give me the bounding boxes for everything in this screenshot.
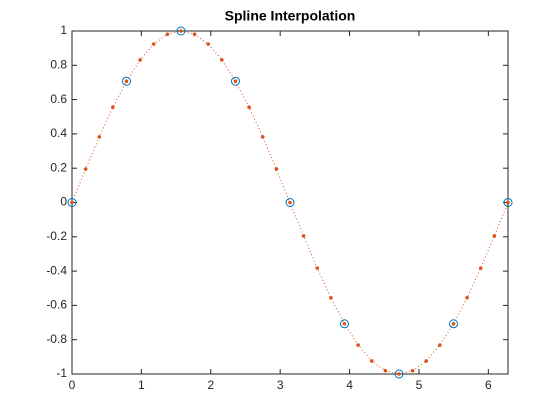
point-marker (424, 359, 429, 363)
y-tick-label: -0.2 (46, 229, 67, 243)
chart-title: Spline Interpolation (225, 8, 356, 24)
point-marker (492, 234, 497, 238)
point-marker (206, 42, 211, 46)
y-tick-label: 0 (60, 195, 67, 209)
point-marker (369, 359, 374, 363)
x-tick-label: 4 (346, 378, 353, 392)
point-marker (288, 200, 292, 205)
point-marker (111, 105, 115, 110)
point-marker (285, 198, 295, 207)
y-tick-label: 0.8 (50, 57, 67, 71)
point-marker (260, 135, 265, 139)
point-marker (231, 76, 240, 86)
point-marker (356, 343, 360, 347)
y-tick-label: -0.4 (46, 263, 67, 277)
point-marker (138, 58, 142, 62)
point-marker (503, 198, 513, 207)
y-tick-label: -0.8 (46, 332, 67, 346)
point-marker (247, 105, 251, 110)
point-marker (438, 343, 442, 347)
point-marker (506, 200, 510, 205)
point-marker (67, 198, 77, 207)
point-marker (179, 29, 183, 33)
y-tick-label: 0.4 (50, 126, 67, 140)
x-tick-label: 6 (485, 378, 492, 392)
point-marker (124, 79, 129, 84)
point-marker (451, 321, 456, 326)
point-marker (342, 321, 347, 326)
point-marker (192, 32, 197, 37)
x-tick-label: 2 (207, 378, 214, 392)
point-marker (394, 369, 404, 379)
point-marker (383, 368, 388, 373)
point-marker (83, 167, 88, 171)
point-marker (329, 295, 333, 300)
point-marker (274, 167, 279, 171)
point-marker (176, 26, 186, 36)
point-marker (97, 135, 102, 139)
y-tick-label: 1 (60, 23, 67, 37)
point-marker (465, 295, 469, 300)
y-tick-label: -1 (56, 366, 67, 380)
y-tick-label: -0.6 (46, 298, 67, 312)
point-marker (315, 266, 320, 270)
point-marker (397, 372, 401, 376)
x-tick-label: 5 (416, 378, 423, 392)
x-tick-label: 1 (138, 378, 145, 392)
point-marker (233, 79, 238, 84)
x-tick-label: 3 (277, 378, 284, 392)
point-marker (340, 319, 349, 329)
y-tick-label: 0.6 (50, 92, 67, 106)
x-tick-label: 0 (69, 378, 76, 392)
point-marker (478, 266, 483, 270)
point-marker (165, 32, 170, 37)
y-tick-label: 0.2 (50, 160, 67, 174)
point-marker (122, 76, 131, 86)
point-marker (151, 42, 156, 46)
point-marker (449, 319, 458, 329)
point-marker (410, 368, 415, 373)
point-marker (220, 58, 224, 62)
point-marker (70, 200, 74, 205)
point-marker (301, 234, 306, 238)
